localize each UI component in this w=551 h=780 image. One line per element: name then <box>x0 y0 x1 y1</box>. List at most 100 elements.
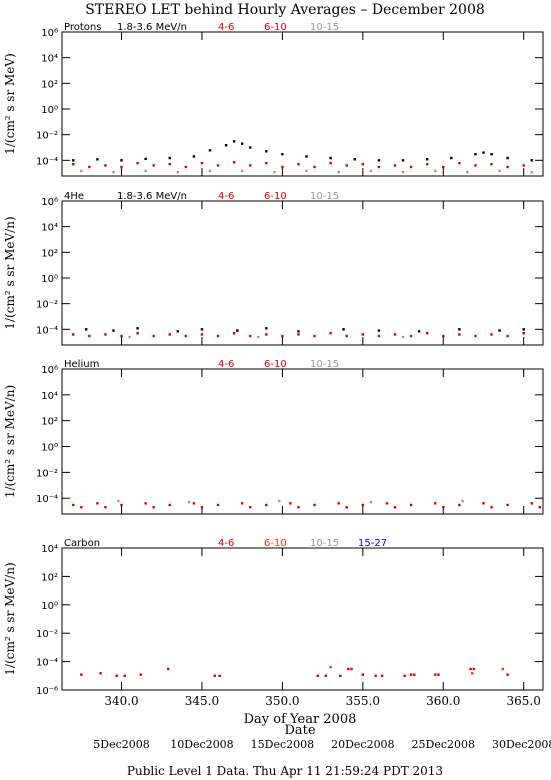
data-point <box>96 502 99 505</box>
legend-entry: 1.8-3.6 MeV/n <box>117 22 187 33</box>
data-point <box>168 162 171 166</box>
data-point <box>115 674 118 677</box>
data-point <box>324 674 328 677</box>
data-point <box>166 667 170 671</box>
data-point <box>123 674 126 677</box>
data-point <box>99 672 102 675</box>
data-point <box>84 328 88 331</box>
x-axis-label: Day of Year 2008 <box>244 712 357 727</box>
data-point <box>168 503 171 507</box>
y-tick-label: 10⁻⁴ <box>36 156 58 167</box>
data-point <box>506 503 509 507</box>
date-tick-label: 20Dec2008 <box>331 738 394 751</box>
data-point <box>104 333 107 336</box>
data-point <box>136 331 139 335</box>
data-point <box>184 165 188 169</box>
data-point <box>139 673 143 676</box>
data-point <box>249 146 252 149</box>
data-point <box>403 674 406 677</box>
y-tick-label: 10⁶ <box>41 197 58 208</box>
data-point <box>273 170 276 174</box>
data-point <box>289 502 292 505</box>
data-point <box>249 164 252 167</box>
y-tick-label: 10⁴ <box>41 544 58 555</box>
data-point <box>236 329 239 332</box>
data-point <box>265 150 268 153</box>
data-point <box>316 674 319 677</box>
x-tick-label: 355.0 <box>346 694 380 708</box>
data-point <box>305 155 308 158</box>
data-point <box>213 674 217 677</box>
data-point <box>471 672 474 675</box>
y-tick-label: 10⁻⁴ <box>36 494 58 505</box>
data-point <box>472 667 476 671</box>
data-point <box>192 155 196 158</box>
data-point <box>265 161 268 165</box>
data-point <box>265 333 268 336</box>
y-axis-label: 1/(cm² s sr MeV/n) <box>3 216 17 329</box>
data-point <box>530 170 533 174</box>
data-point <box>490 152 493 156</box>
y-tick-label: 10² <box>41 248 58 259</box>
data-point <box>184 334 188 338</box>
data-point <box>530 159 533 162</box>
data-point <box>498 329 501 332</box>
data-point <box>490 506 493 509</box>
data-point <box>208 169 212 173</box>
y-tick-label: 10⁴ <box>41 391 58 402</box>
data-point <box>200 333 204 336</box>
data-point <box>144 157 147 161</box>
y-tick-label: 10⁶ <box>41 28 58 39</box>
data-point <box>80 673 83 676</box>
data-point <box>216 334 220 338</box>
data-point <box>297 330 300 333</box>
data-point <box>144 502 147 505</box>
data-point <box>168 333 171 336</box>
data-point <box>474 334 477 338</box>
data-point <box>501 667 504 671</box>
y-tick-label: 10² <box>41 417 58 428</box>
data-point <box>72 333 75 336</box>
plot-frame <box>61 31 544 177</box>
data-point <box>458 161 461 165</box>
data-point <box>361 673 365 676</box>
date-tick-label: 5Dec2008 <box>93 738 149 751</box>
plot-frame <box>61 368 544 515</box>
data-point <box>522 328 525 331</box>
data-point <box>409 503 413 507</box>
data-point <box>80 169 83 173</box>
data-point <box>345 506 348 509</box>
data-point <box>297 506 300 509</box>
data-point <box>490 162 493 166</box>
y-tick-label: 10⁻² <box>36 300 58 311</box>
data-point <box>506 334 509 338</box>
data-point <box>345 334 348 338</box>
data-point <box>265 503 268 507</box>
data-point <box>498 169 501 173</box>
data-point <box>380 674 384 677</box>
data-point <box>361 162 365 166</box>
data-point <box>345 164 348 167</box>
data-point <box>152 334 155 338</box>
data-point <box>200 506 204 509</box>
data-point <box>469 667 472 671</box>
data-point <box>353 158 356 161</box>
x-tick-label: 350.0 <box>265 694 299 708</box>
data-point <box>168 156 171 160</box>
data-point <box>506 165 509 169</box>
data-point <box>425 162 429 166</box>
data-point <box>377 334 381 338</box>
data-point <box>409 673 413 676</box>
data-point <box>112 329 115 332</box>
data-point <box>329 666 332 669</box>
data-point <box>482 502 485 505</box>
data-point <box>240 169 244 173</box>
legend-entry: 1.8-3.6 MeV/n <box>117 191 187 202</box>
y-tick-label: 10⁶ <box>41 365 58 376</box>
y-axis-label: 1/(cm² s sr MeV/n) <box>3 385 17 498</box>
data-point <box>442 334 445 338</box>
data-point <box>104 164 107 167</box>
data-point <box>232 140 236 143</box>
data-point <box>409 334 413 338</box>
data-point <box>458 328 461 331</box>
